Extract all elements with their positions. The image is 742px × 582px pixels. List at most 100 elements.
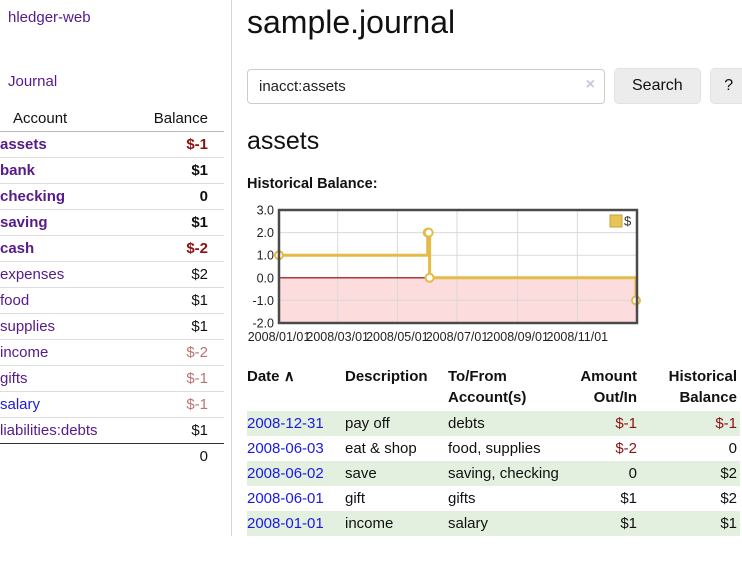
x-axis-tick-label: 2008/05/01	[366, 330, 429, 344]
data-point-marker	[424, 272, 435, 283]
account-row: gifts $-1	[0, 365, 224, 392]
main-content: sample.journal × Search ? assets Histori…	[232, 0, 742, 536]
chart-frame	[277, 208, 639, 325]
account-link-assets[interactable]: assets	[0, 136, 47, 153]
clear-search-icon[interactable]: ×	[585, 75, 595, 93]
register-description: gift	[345, 490, 366, 507]
app-title-link[interactable]: hledger-web	[8, 9, 91, 26]
x-axis-tick-label: 2008/01/01	[248, 330, 311, 344]
register-date-link[interactable]: 2008-06-03	[247, 440, 324, 457]
y-axis-tick-label: 0.0	[257, 271, 274, 285]
register-date-link[interactable]: 2008-06-02	[247, 465, 324, 482]
account-link-expenses[interactable]: expenses	[0, 266, 65, 283]
chart-title: Historical Balance:	[247, 176, 378, 192]
register-balance: $-1	[715, 415, 737, 432]
register-row: 2008-12-31 pay off debts $-1 $-1	[247, 411, 740, 436]
account-link-income[interactable]: income	[0, 344, 49, 361]
account-balance: 0	[199, 188, 208, 205]
register-row: 2008-01-01 income salary $1 $1	[247, 511, 740, 536]
register-accounts: food, supplies	[448, 440, 541, 457]
x-axis-tick-label: 2008/03/01	[306, 330, 369, 344]
search-input[interactable]	[247, 68, 605, 104]
legend-swatch-icon	[609, 214, 623, 228]
account-balance: $-1	[186, 396, 208, 413]
account-link-food[interactable]: food	[0, 292, 30, 309]
account-link-bank[interactable]: bank	[0, 162, 36, 179]
account-balance: $-1	[186, 136, 208, 153]
account-balance: $1	[191, 318, 208, 335]
register-date-link[interactable]: 2008-12-31	[247, 415, 324, 432]
account-link-gifts[interactable]: gifts	[0, 370, 28, 387]
register-amount: $-2	[615, 440, 637, 457]
account-row: liabilities:debts $1	[0, 417, 224, 444]
register-date-link[interactable]: 2008-01-01	[247, 515, 324, 532]
account-balance: $-1	[186, 370, 208, 387]
account-row: bank $1	[0, 157, 224, 184]
y-axis-tick-label: 3.0	[257, 204, 274, 218]
y-axis-tick-label: -1.0	[252, 294, 274, 308]
account-link-checking[interactable]: checking	[0, 188, 66, 205]
help-button[interactable]: ?	[709, 68, 742, 104]
account-heading: assets	[247, 127, 320, 155]
header-amount: Amount Out/In	[580, 368, 637, 406]
register-description: income	[345, 515, 394, 532]
balance-column-header: Balance	[153, 110, 208, 127]
account-row: saving $1	[0, 209, 224, 236]
register-balance: $2	[720, 465, 737, 482]
search-button[interactable]: Search	[614, 68, 701, 104]
account-link-saving[interactable]: saving	[0, 214, 48, 231]
account-link-liabilities-debts[interactable]: liabilities:debts	[0, 422, 98, 439]
register-date-link[interactable]: 2008-06-01	[247, 490, 324, 507]
register-row: 2008-06-01 gift gifts $1 $2	[247, 486, 740, 511]
legend-label: $	[624, 214, 632, 229]
register-row: 2008-06-03 eat & shop food, supplies $-2 0	[247, 436, 740, 461]
sidebar-item-journal[interactable]: Journal	[8, 73, 58, 90]
historical-balance-chart: $3.0 2.0 1.0 0.0 -1.0 -2.02008/01/012008/03/0…	[248, 204, 641, 344]
page-title: sample.journal	[247, 4, 456, 40]
register-accounts: debts	[448, 415, 485, 432]
register-description: save	[345, 465, 377, 482]
header-balance: Historical Balance	[668, 368, 737, 406]
y-axis-tick-label: -2.0	[252, 317, 274, 331]
total-row: 0	[0, 443, 224, 470]
register-amount: $1	[620, 515, 637, 532]
account-balance: $1	[191, 162, 208, 179]
account-row: cash $-2	[0, 235, 224, 262]
account-row: supplies $1	[0, 313, 224, 340]
register-table: Date ∧ Description To/From Account(s) Am…	[247, 363, 740, 536]
register-accounts: salary	[448, 515, 489, 532]
account-link-cash[interactable]: cash	[0, 240, 35, 257]
account-balance: $-2	[186, 240, 208, 257]
register-accounts: gifts	[448, 490, 476, 507]
account-balance: $2	[191, 266, 208, 283]
register-description: eat & shop	[345, 440, 417, 457]
register-amount: $-1	[615, 415, 637, 432]
header-description: Description	[345, 368, 428, 385]
account-tree: Account Balance assets $-1 bank $1 checking 0…	[0, 106, 224, 469]
y-axis-tick-label: 1.0	[257, 249, 274, 263]
register-description: pay off	[345, 415, 390, 432]
account-column-header: Account	[13, 110, 68, 127]
account-balance: $1	[191, 292, 208, 309]
header-date[interactable]: Date ∧	[247, 368, 295, 385]
sort-ascending-icon: ∧	[283, 368, 295, 385]
account-row: salary $-1	[0, 391, 224, 418]
account-balance: $-2	[186, 344, 208, 361]
account-link-supplies[interactable]: supplies	[0, 318, 56, 335]
account-row: assets $-1	[0, 131, 224, 158]
data-point-marker	[423, 227, 434, 238]
register-row: 2008-06-02 save saving, checking 0 $2	[247, 461, 740, 486]
x-axis-tick-label: 2008/09/01	[486, 330, 549, 344]
page: hledger-web Journal Account Balance asse…	[0, 0, 742, 536]
account-link-salary[interactable]: salary	[0, 396, 41, 413]
y-axis-tick-label: 2.0	[257, 226, 274, 240]
register-amount: $1	[620, 490, 637, 507]
register-amount: 0	[628, 465, 637, 482]
sidebar: hledger-web Journal Account Balance asse…	[0, 0, 232, 536]
account-balance: $1	[191, 422, 208, 439]
register-accounts: saving, checking	[448, 465, 559, 482]
x-axis-tick-label: 2008/07/01	[426, 330, 489, 344]
search-bar: × Search ?	[247, 68, 742, 104]
register-balance: $1	[720, 515, 737, 532]
header-accounts: To/From Account(s)	[448, 368, 527, 406]
